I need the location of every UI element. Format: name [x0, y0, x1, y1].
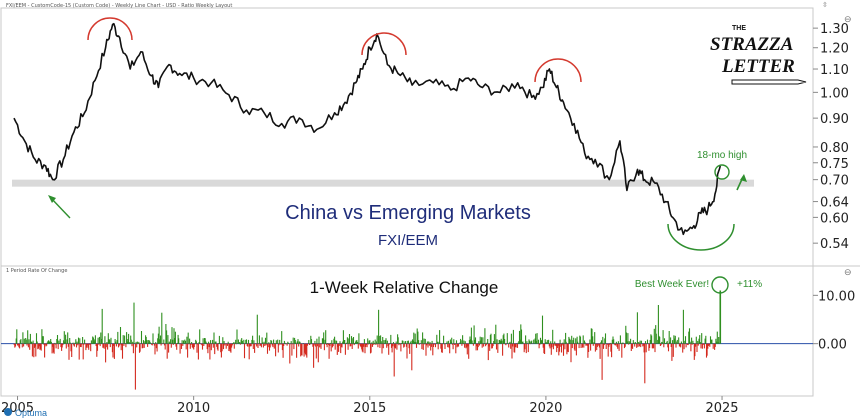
upper-y-tick-label: 0.90	[820, 112, 849, 127]
roc-bars	[13, 290, 722, 390]
lower-panel-collapse-icon[interactable]: ⊖	[844, 267, 852, 277]
upper-chart-title: China vs Emerging Markets	[285, 202, 531, 224]
upper-y-tick-label: 0.54	[820, 237, 849, 252]
upper-y-tick-label: 0.80	[820, 141, 849, 156]
arrow-up-right-head	[740, 174, 747, 182]
lower-chart-title: 1-Week Relative Change	[310, 278, 499, 297]
upper-y-axis: 0.54 0.600.64 0.70 0.750.80 0.90 1.00 1.10 1.20…	[813, 22, 849, 252]
plus-11-label: +11%	[737, 279, 762, 290]
x-tick-label: 2020	[529, 401, 562, 416]
upper-y-tick-label: 0.60	[820, 211, 849, 226]
support-band	[12, 179, 754, 187]
logo-line2: LETTER	[721, 56, 795, 77]
lower-panel-info-text: 1 Period Rate Of Change	[6, 268, 67, 274]
upper-y-tick-label: 1.10	[820, 63, 849, 78]
x-tick-label: 2015	[353, 401, 386, 416]
upper-y-tick-label: 1.30	[820, 22, 849, 37]
top-arc-2015	[361, 32, 407, 56]
logo-line1: STRAZZA	[710, 34, 793, 55]
upper-y-tick-label: 1.00	[820, 86, 849, 101]
18mo-high-label: 18-mo high	[697, 150, 747, 161]
optuma-logo-icon	[4, 408, 12, 416]
best-week-circle	[711, 276, 729, 294]
logo-the: THE	[732, 25, 746, 32]
upper-y-tick-label: 0.75	[820, 157, 849, 172]
panel-collapse-icon[interactable]: ⊖	[844, 14, 852, 24]
x-tick-label: 2010	[177, 401, 210, 416]
arrow-2005-low-head	[48, 195, 56, 203]
lower-y-axis: 0.00 10.00	[813, 289, 855, 353]
top-arc-2007	[87, 17, 133, 41]
lower-y-tick-label: 0.00	[818, 338, 847, 353]
18mo-high-circle	[714, 164, 730, 180]
optuma-watermark: Optuma	[15, 408, 47, 418]
bottom-arc-2024	[667, 223, 735, 251]
best-week-label: Best Week Ever!	[635, 279, 709, 290]
upper-chart-subtitle: FXI/EEM	[378, 232, 438, 249]
top-arc-2020	[534, 58, 582, 83]
upper-y-tick-label: 0.64	[820, 196, 849, 211]
lower-y-tick-label: 10.00	[818, 289, 855, 304]
upper-y-tick-label: 1.20	[820, 42, 849, 57]
strazza-letter-logo: THE STRAZZA LETTER	[710, 25, 807, 85]
x-axis: 2005 2010 2015 2020 2025	[1, 396, 739, 416]
x-tick-label: 2025	[705, 401, 738, 416]
pin-icon[interactable]: ⇳	[822, 1, 828, 9]
logo-pen-icon	[731, 79, 807, 85]
upper-y-tick-label: 0.70	[820, 174, 849, 189]
chart-info-text: FXI/EEM - CustomCode-15 (Custom Code) - …	[6, 3, 232, 9]
